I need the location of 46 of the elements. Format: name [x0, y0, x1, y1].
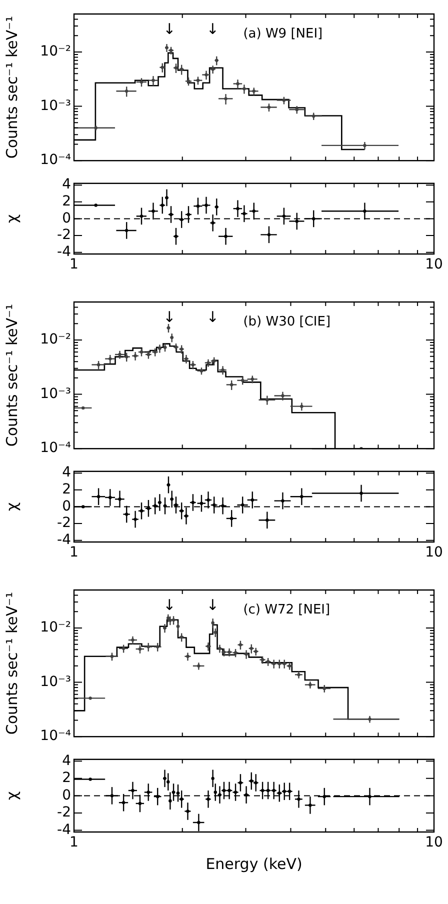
annotation: ↓ — [206, 308, 219, 326]
y-tick-label: -2 — [57, 227, 71, 244]
y-tick-label: 10⁻² — [40, 44, 71, 60]
y-tick-label: 4 — [62, 752, 72, 769]
y-axis-title: χ — [2, 214, 21, 224]
annotation: (a) W9 [NEI] — [243, 26, 323, 42]
annotation: ↓ — [206, 20, 219, 38]
y-tick-label: 10⁻³ — [40, 674, 71, 690]
annotation: (c) W72 [NEI] — [243, 602, 330, 618]
y-axis-title: χ — [2, 791, 21, 800]
y-tick-label: 0 — [62, 498, 71, 514]
y-tick-label: 4 — [62, 176, 72, 193]
x-tick-label: 10 — [425, 544, 443, 561]
x-tick-label: 1 — [70, 544, 78, 561]
annotation: ↓ — [163, 20, 176, 38]
annotation: ↓ — [163, 308, 176, 326]
y-tick-label: 2 — [62, 194, 71, 210]
y-tick-label: -4 — [57, 532, 72, 548]
y-axis-title: Counts sec⁻¹ keV⁻¹ — [2, 304, 21, 447]
x-axis-title: Energy (keV) — [206, 854, 302, 873]
y-tick-label: 2 — [62, 770, 71, 786]
y-tick-label: -4 — [57, 822, 72, 838]
y-tick-label: 10⁻² — [40, 332, 71, 348]
x-tick-label: 1 — [70, 256, 78, 273]
y-tick-label: -2 — [57, 804, 71, 821]
annotation: (b) W30 [CIE] — [243, 314, 331, 330]
y-tick-label: 0 — [62, 210, 71, 226]
annotation: ↓ — [206, 596, 219, 614]
x-tick-label: 1 — [70, 834, 78, 851]
y-tick-label: 10⁻³ — [40, 386, 71, 402]
y-tick-label: 10⁻³ — [40, 98, 71, 114]
annotation: ↓ — [163, 596, 176, 614]
y-tick-label: 10⁻² — [40, 620, 71, 636]
y-tick-label: 10⁻⁴ — [40, 152, 72, 168]
y-tick-label: 0 — [62, 787, 71, 804]
y-tick-label: 2 — [62, 482, 71, 498]
y-tick-label: -2 — [57, 515, 71, 532]
y-axis-title: χ — [2, 502, 21, 512]
y-axis-title: Counts sec⁻¹ keV⁻¹ — [2, 592, 21, 735]
x-tick-label: 10 — [425, 834, 443, 851]
y-tick-label: -4 — [57, 244, 72, 260]
y-tick-label: 10⁻⁴ — [40, 728, 72, 744]
y-tick-label: 4 — [62, 464, 72, 481]
y-tick-label: 10⁻⁴ — [40, 440, 72, 456]
y-axis-title: Counts sec⁻¹ keV⁻¹ — [2, 16, 21, 159]
x-tick-label: 10 — [425, 256, 443, 273]
